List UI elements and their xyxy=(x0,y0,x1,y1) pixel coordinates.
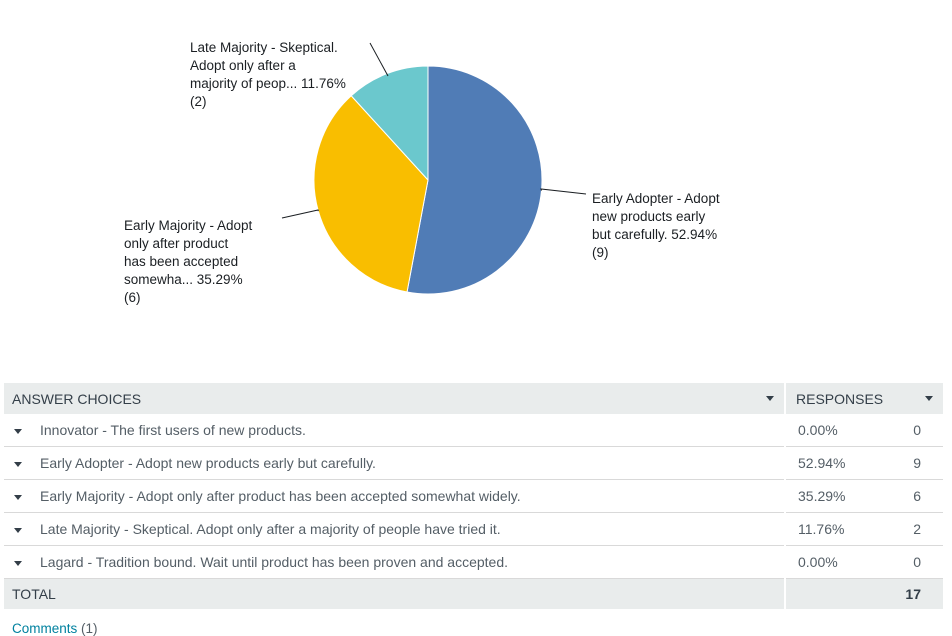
answer-choice: Lagard - Tradition bound. Wait until pro… xyxy=(40,554,509,570)
response-percent: 52.94% xyxy=(783,446,883,480)
table-row: Early Adopter - Adopt new products early… xyxy=(4,446,943,480)
response-percent: 35.29% xyxy=(783,479,883,513)
slice-label: Early Majority - Adopt only after product… xyxy=(124,218,253,305)
answer-choice: Late Majority - Skeptical. Adopt only af… xyxy=(40,521,501,537)
comments-link[interactable]: Comments xyxy=(12,621,78,636)
response-percent: 0.00% xyxy=(783,414,883,447)
chevron-down-icon[interactable] xyxy=(14,527,22,533)
responses-table: ANSWER CHOICES RESPONSES Innovator - The… xyxy=(4,383,943,609)
comments-count: (1) xyxy=(81,621,98,636)
chevron-down-icon[interactable] xyxy=(14,461,22,467)
leader-line xyxy=(369,42,389,77)
answer-choices-header[interactable]: ANSWER CHOICES xyxy=(4,383,785,414)
response-percent: 0.00% xyxy=(783,545,883,579)
slice-label: Early Adopter - Adopt new products early b… xyxy=(592,191,720,260)
slice-label: Late Majority - Skeptical. Adopt only aft… xyxy=(190,40,346,109)
leader-line xyxy=(540,188,587,195)
response-count: 2 xyxy=(882,512,943,546)
response-percent: 11.76% xyxy=(783,512,883,546)
leader-line xyxy=(281,209,319,219)
total-label: TOTAL xyxy=(4,578,785,609)
table-row: Early Majority - Adopt only after produc… xyxy=(4,479,943,513)
sort-caret-icon[interactable] xyxy=(925,396,933,401)
pie-slice[interactable] xyxy=(313,95,429,293)
table-row: Innovator - The first users of new produ… xyxy=(4,414,943,447)
total-row: TOTAL 17 xyxy=(4,578,943,609)
table-header-row: ANSWER CHOICES RESPONSES xyxy=(4,383,943,414)
answer-choice: Early Adopter - Adopt new products early… xyxy=(40,455,376,471)
answer-choice: Early Majority - Adopt only after produc… xyxy=(40,488,521,504)
table-row: Late Majority - Skeptical. Adopt only af… xyxy=(4,512,943,546)
total-value: 17 xyxy=(882,578,943,609)
response-count: 0 xyxy=(882,414,943,447)
table-row: Lagard - Tradition bound. Wait until pro… xyxy=(4,545,943,579)
chevron-down-icon[interactable] xyxy=(14,494,22,500)
response-count: 9 xyxy=(882,446,943,480)
sort-caret-icon[interactable] xyxy=(766,396,774,401)
chevron-down-icon[interactable] xyxy=(14,560,22,566)
response-count: 0 xyxy=(882,545,943,579)
pie-chart: Early Adopter - Adopt new products early b… xyxy=(124,40,720,305)
comments-link-row: Comments (1) xyxy=(12,621,98,636)
response-count: 6 xyxy=(882,479,943,513)
answer-choice: Innovator - The first users of new produ… xyxy=(40,422,306,438)
chevron-down-icon[interactable] xyxy=(14,428,22,434)
responses-header[interactable]: RESPONSES xyxy=(784,383,943,414)
